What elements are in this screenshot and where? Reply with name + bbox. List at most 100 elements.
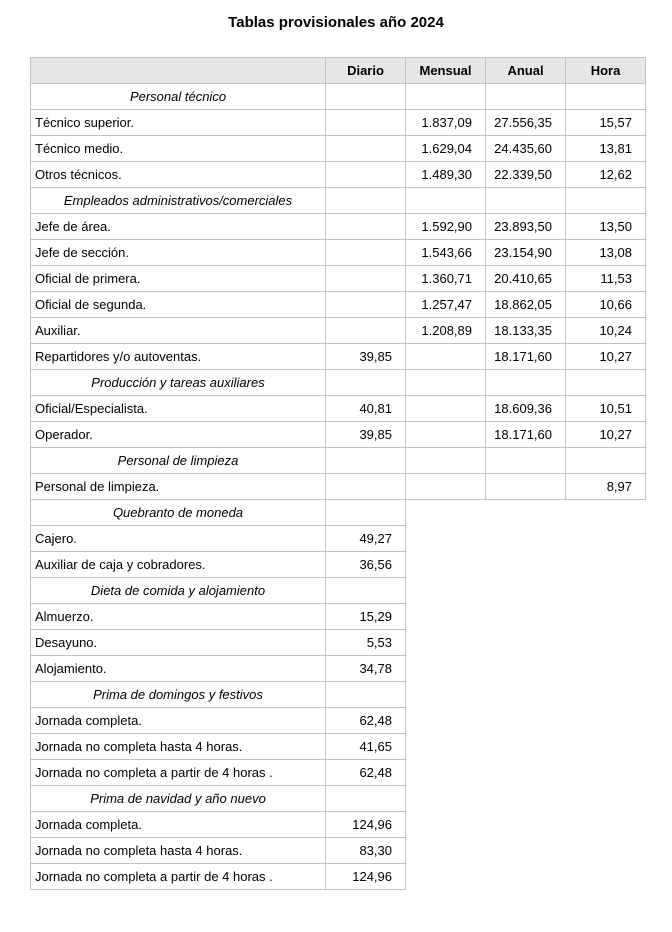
table-header: Diario Mensual Anual Hora [30, 57, 646, 84]
section-label: Dieta de comida y alojamiento [30, 577, 326, 604]
row-label: Operador. [30, 421, 326, 448]
value-cell [325, 83, 406, 110]
section-label: Producción y tareas auxiliares [30, 369, 326, 396]
empty-area [406, 500, 486, 526]
value-cell [405, 395, 486, 422]
empty-area [406, 734, 486, 760]
section-row: Dieta de comida y alojamiento [30, 577, 646, 604]
row-label: Jornada no completa a partir de 4 horas … [30, 863, 326, 890]
row-label: Jornada no completa hasta 4 horas. [30, 733, 326, 760]
value-cell: 18.133,35 [485, 317, 566, 344]
section-row: Prima de navidad y año nuevo [30, 785, 646, 812]
empty-area [566, 630, 646, 656]
section-row: Prima de domingos y festivos [30, 681, 646, 708]
empty-area [566, 734, 646, 760]
value-cell [325, 681, 406, 708]
table-row: Auxiliar de caja y cobradores. 36,56 [30, 551, 646, 578]
value-cell: 18.862,05 [485, 291, 566, 318]
empty-area [566, 578, 646, 604]
table-row: Jornada no completa a partir de 4 horas … [30, 863, 646, 890]
value-cell: 23.154,90 [485, 239, 566, 266]
section-row: Quebranto de moneda [30, 499, 646, 526]
header-cell-hora: Hora [565, 57, 646, 84]
value-cell: 10,66 [565, 291, 646, 318]
empty-area [566, 526, 646, 552]
empty-area [486, 682, 566, 708]
value-cell: 39,85 [325, 343, 406, 370]
empty-area [486, 760, 566, 786]
value-cell: 83,30 [325, 837, 406, 864]
section-label: Prima de navidad y año nuevo [30, 785, 326, 812]
row-label: Personal de limpieza. [30, 473, 326, 500]
value-cell [325, 109, 406, 136]
value-cell [325, 577, 406, 604]
table-row: Técnico medio. 1.629,04 24.435,60 13,81 [30, 135, 646, 162]
empty-area [566, 500, 646, 526]
table-row: Oficial de primera. 1.360,71 20.410,65 11,5… [30, 265, 646, 292]
rates-table: Diario Mensual Anual Hora Personal técni… [30, 57, 646, 890]
empty-area [406, 682, 486, 708]
value-cell: 12,62 [565, 161, 646, 188]
value-cell [485, 473, 566, 500]
value-cell: 1.592,90 [405, 213, 486, 240]
empty-area [486, 734, 566, 760]
value-cell [405, 369, 486, 396]
empty-area [406, 864, 486, 890]
table-row: Almuerzo. 15,29 [30, 603, 646, 630]
value-cell: 1.360,71 [405, 265, 486, 292]
value-cell: 23.893,50 [485, 213, 566, 240]
value-cell: 15,57 [565, 109, 646, 136]
row-label: Oficial de segunda. [30, 291, 326, 318]
table-row: Otros técnicos. 1.489,30 22.339,50 12,62 [30, 161, 646, 188]
value-cell [325, 473, 406, 500]
empty-area [486, 786, 566, 812]
section-label: Empleados administrativos/comerciales [30, 187, 326, 214]
value-cell: 13,08 [565, 239, 646, 266]
value-cell: 10,27 [565, 421, 646, 448]
header-cell-mensual: Mensual [405, 57, 486, 84]
row-label: Cajero. [30, 525, 326, 552]
value-cell: 24.435,60 [485, 135, 566, 162]
table-body: Personal técnico Técnico superior. 1.837,0… [30, 83, 646, 890]
header-cell-diario: Diario [325, 57, 406, 84]
empty-area [486, 812, 566, 838]
empty-area [566, 786, 646, 812]
table-row: Jefe de área. 1.592,90 23.893,50 13,50 [30, 213, 646, 240]
header-cell-anual: Anual [485, 57, 566, 84]
header-row: Diario Mensual Anual Hora [30, 57, 646, 84]
empty-area [566, 708, 646, 734]
table-row: Desayuno. 5,53 [30, 629, 646, 656]
value-cell: 13,50 [565, 213, 646, 240]
value-cell: 5,53 [325, 629, 406, 656]
value-cell [325, 187, 406, 214]
value-cell [325, 317, 406, 344]
empty-area [486, 604, 566, 630]
empty-area [566, 552, 646, 578]
value-cell [325, 447, 406, 474]
empty-area [406, 708, 486, 734]
row-label: Repartidores y/o autoventas. [30, 343, 326, 370]
empty-area [406, 578, 486, 604]
table-row: Técnico superior. 1.837,09 27.556,35 15,57 [30, 109, 646, 136]
row-label: Oficial de primera. [30, 265, 326, 292]
empty-area [566, 656, 646, 682]
table-row: Jornada completa. 124,96 [30, 811, 646, 838]
empty-area [406, 552, 486, 578]
empty-area [406, 786, 486, 812]
value-cell: 1.543,66 [405, 239, 486, 266]
row-label: Almuerzo. [30, 603, 326, 630]
value-cell [485, 83, 566, 110]
value-cell [485, 447, 566, 474]
value-cell: 62,48 [325, 759, 406, 786]
value-cell [405, 421, 486, 448]
value-cell: 1.837,09 [405, 109, 486, 136]
empty-area [486, 578, 566, 604]
empty-area [566, 864, 646, 890]
empty-area [566, 604, 646, 630]
value-cell [565, 187, 646, 214]
value-cell: 10,27 [565, 343, 646, 370]
row-label: Auxiliar. [30, 317, 326, 344]
row-label: Jornada no completa a partir de 4 horas … [30, 759, 326, 786]
section-row: Empleados administrativos/comerciales [30, 187, 646, 214]
value-cell: 13,81 [565, 135, 646, 162]
